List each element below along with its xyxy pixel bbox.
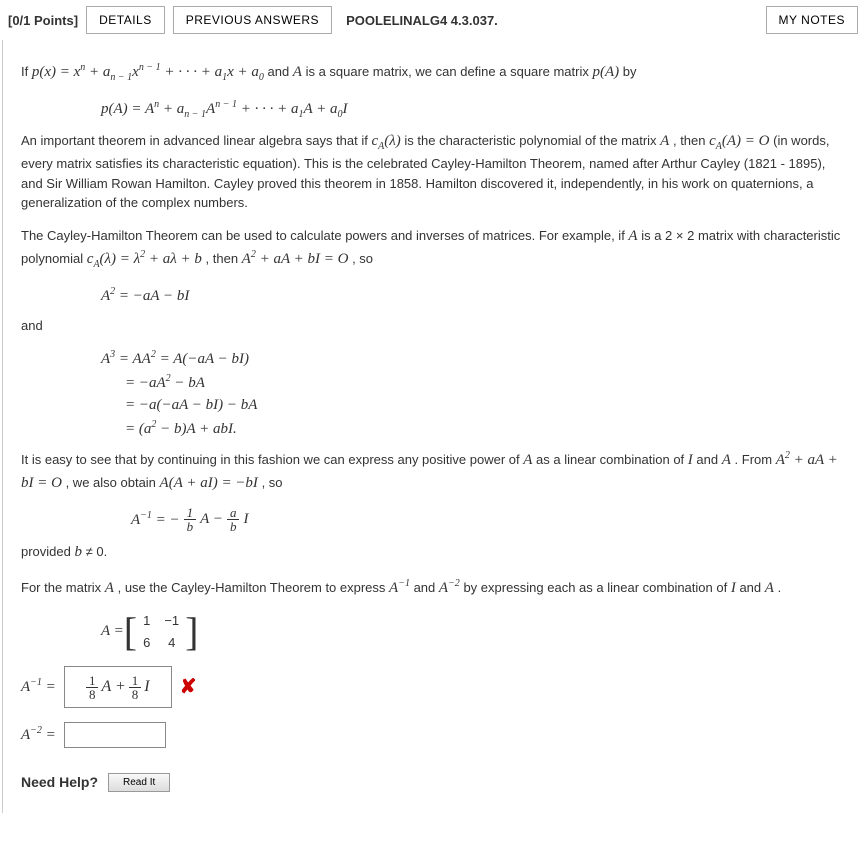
need-help-label: Need Help? — [21, 772, 98, 793]
matrix-cell: 4 — [164, 633, 179, 653]
text: . From — [735, 452, 776, 467]
math: A — [765, 580, 774, 596]
a-inv-2-label: A−2 = — [21, 723, 56, 747]
text: and — [696, 452, 721, 467]
matrix-cell: 6 — [143, 633, 150, 653]
problem-body: If p(x) = xn + an − 1xn − 1 + · · · + a1… — [2, 40, 866, 813]
text: . — [778, 580, 782, 595]
math: A — [660, 133, 669, 149]
text: is a square matrix, we can define a squa… — [306, 64, 593, 79]
equation: A2 = −aA − bI — [101, 284, 848, 308]
text: For the matrix — [21, 580, 105, 595]
math: cA(λ) — [371, 133, 400, 149]
a-inv-1-label: A−1 = — [21, 675, 56, 699]
text: provided — [21, 544, 74, 559]
text: and — [21, 316, 848, 336]
text: The Cayley-Hamilton Theorem can be used … — [21, 228, 628, 243]
math: cA(A) = O — [709, 133, 769, 149]
matrix-definition: A = [ 1 −1 6 4 ] — [101, 611, 848, 652]
text: and — [267, 64, 292, 79]
text: as a linear combination of — [536, 452, 688, 467]
math: p(A) — [592, 64, 619, 80]
matrix-cell: 1 — [143, 611, 150, 631]
answer-2-box[interactable] — [64, 722, 166, 748]
previous-answers-button[interactable]: PREVIOUS ANSWERS — [173, 6, 332, 34]
text: An important theorem in advanced linear … — [21, 133, 371, 148]
math: A−1 — [389, 580, 410, 596]
math: A — [722, 452, 731, 468]
math: A−2 — [439, 580, 460, 596]
math: I — [731, 580, 736, 596]
answer-1-box[interactable]: 18 A + 18 I — [64, 666, 172, 708]
text: ≠ 0. — [86, 544, 108, 559]
read-it-button[interactable]: Read It — [108, 773, 170, 792]
math: cA(λ) = λ2 + aλ + b — [87, 251, 202, 267]
text: by expressing each as a linear combinati… — [463, 580, 730, 595]
text: If — [21, 64, 32, 79]
my-notes-button[interactable]: MY NOTES — [766, 6, 858, 34]
text: and — [739, 580, 764, 595]
text: , so — [262, 475, 283, 490]
a-equals: A = — [101, 620, 124, 643]
matrix-cell: −1 — [164, 611, 179, 631]
equation: p(A) = An + an − 1An − 1 + · · · + a1A +… — [101, 97, 848, 122]
text: and — [414, 580, 439, 595]
details-button[interactable]: DETAILS — [86, 6, 165, 34]
incorrect-icon: ✘ — [180, 672, 197, 702]
math: A — [105, 580, 114, 596]
math: A — [523, 452, 532, 468]
math: A — [293, 64, 302, 80]
text: by — [623, 64, 637, 79]
math: I — [688, 452, 693, 468]
text: It is easy to see that by continuing in … — [21, 452, 523, 467]
text: , so — [352, 251, 373, 266]
equation-block: A3 = AA2 = A(−aA − bI) = −aA2 − bA = −a(… — [101, 347, 848, 440]
points-label: [0/1 Points] — [8, 13, 78, 28]
text: is the characteristic polynomial of the … — [404, 133, 660, 148]
math: A(A + aI) = −bI — [160, 475, 258, 491]
math: A2 + aA + bI = O — [242, 251, 349, 267]
problem-code: POOLELINALG4 4.3.037. — [346, 13, 498, 28]
equation: A−1 = − 1b A − ab I — [131, 506, 848, 533]
text: , then — [673, 133, 709, 148]
text: , then — [206, 251, 242, 266]
text: , use the Cayley-Hamilton Theorem to exp… — [118, 580, 389, 595]
text: , we also obtain — [66, 475, 160, 490]
math: b — [74, 544, 82, 560]
math: A — [628, 228, 637, 244]
math: p(x) = xn + an − 1xn − 1 + · · · + a1x +… — [32, 64, 264, 80]
